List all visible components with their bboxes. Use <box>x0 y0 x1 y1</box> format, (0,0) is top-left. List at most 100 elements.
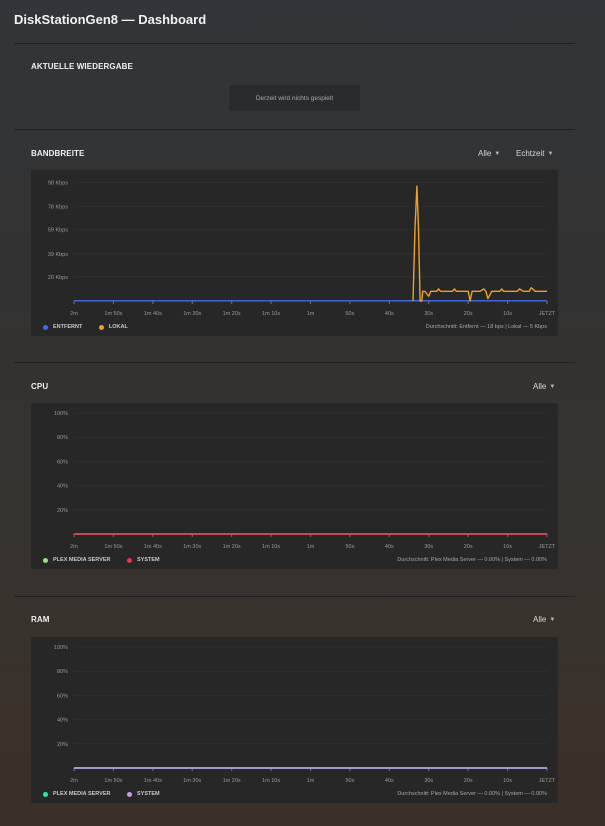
x-tick-label: 1m 20s <box>223 778 241 784</box>
legend-item-plex-media-server[interactable]: PLEX MEDIA SERVER <box>43 557 110 563</box>
x-tick-label: 50s <box>345 311 354 317</box>
ram-chart-panel: 100% 80% 60% 40% 20% 2m 1m 50s 1m 40s 1m 30s 1m 2… <box>31 637 558 803</box>
x-tick-label: 10s <box>503 778 512 784</box>
legend-label: SYSTEM <box>137 557 160 563</box>
legend-label: ENTFERNT <box>53 324 83 330</box>
x-tick-label: 20s <box>464 778 473 784</box>
x-tick-label: 1m 10s <box>262 311 280 317</box>
x-tick-label: 30s <box>424 778 433 784</box>
legend-label: PLEX MEDIA SERVER <box>53 557 111 563</box>
y-tick-label: 80% <box>57 669 68 675</box>
x-tick-label: 40s <box>385 544 394 550</box>
x-tick-label: 1m 40s <box>144 778 162 784</box>
y-tick-label: 59 Kbps <box>48 228 68 234</box>
x-tick-label: 1m 50s <box>104 311 122 317</box>
cpu-chart: 100% 80% 60% 40% 20% 2m 1m 50s 1m 40s 1m 30s 1m 2… <box>31 403 558 569</box>
legend-label: SYSTEM <box>137 791 160 797</box>
x-tick-label: 2m <box>70 778 78 784</box>
chart-background <box>31 637 558 803</box>
legend-label: PLEX MEDIA SERVER <box>53 791 111 797</box>
legend-dot-icon <box>43 324 48 330</box>
x-tick-label: 2m <box>70 311 78 317</box>
legend-label: LOKAL <box>108 324 128 330</box>
y-tick-label: 80% <box>57 435 68 441</box>
section-divider <box>14 129 575 130</box>
x-tick-label: 2m <box>70 544 78 550</box>
x-tick-label: 30s <box>424 311 433 317</box>
caret-down-icon: ▼ <box>549 617 556 623</box>
bandwidth-legend: ENTFERNT LOKAL <box>43 324 143 332</box>
bandwidth-filter-dropdown[interactable]: Alle ▼ <box>478 149 500 158</box>
x-tick-label: 1m 50s <box>104 778 122 784</box>
ram-chart: 100% 80% 60% 40% 20% 2m 1m 50s 1m 40s 1m 30s 1m 2… <box>31 637 558 803</box>
y-tick-label: 60% <box>57 459 68 465</box>
y-tick-label: 20% <box>57 742 68 748</box>
legend-item-system[interactable]: SYSTEM <box>127 557 160 563</box>
x-tick-label: 1m 20s <box>223 544 241 550</box>
y-tick-label: 20 Kbps <box>48 275 68 281</box>
legend-item-system[interactable]: SYSTEM <box>127 791 160 797</box>
legend-item-entfernt[interactable]: ENTFERNT <box>43 324 82 330</box>
legend-dot-icon <box>43 557 48 563</box>
x-tick-label: 30s <box>424 544 433 550</box>
x-tick-label: 10s <box>503 311 512 317</box>
chart-background <box>31 170 558 336</box>
caret-down-icon: ▼ <box>494 151 501 157</box>
x-tick-label: 1m 40s <box>144 544 162 550</box>
section-divider <box>14 596 575 597</box>
x-tick-label: 1m 20s <box>223 311 241 317</box>
chart-background <box>31 403 558 569</box>
x-tick-label: 1m 50s <box>104 544 122 550</box>
series-line-2 <box>412 185 547 302</box>
legend-item-plex-media-server[interactable]: PLEX MEDIA SERVER <box>43 791 110 797</box>
x-tick-label: 1m 10s <box>262 544 280 550</box>
x-tick-label: JETZT <box>539 778 556 784</box>
section-divider <box>14 362 575 363</box>
cpu-filter-dropdown[interactable]: Alle ▼ <box>533 382 555 391</box>
header-divider <box>14 43 575 44</box>
y-tick-label: 20% <box>57 508 68 514</box>
y-tick-label: 39 Kbps <box>48 252 68 258</box>
y-tick-label: 40% <box>57 484 68 490</box>
y-tick-label: 100% <box>54 645 68 651</box>
x-tick-label: 1m <box>307 311 315 317</box>
now-playing-empty-message: Derzeit wird nichts gespielt <box>229 85 360 111</box>
ram-title: RAM <box>31 615 50 624</box>
x-tick-label: 20s <box>464 311 473 317</box>
x-tick-label: 1m 30s <box>183 311 201 317</box>
cpu-chart-panel: 100% 80% 60% 40% 20% 2m 1m 50s 1m 40s 1m 30s 1m 2… <box>31 403 558 569</box>
x-tick-label: 1m 40s <box>144 311 162 317</box>
ram-filter-dropdown[interactable]: Alle ▼ <box>533 615 555 624</box>
caret-down-icon: ▼ <box>549 384 556 390</box>
y-tick-label: 60% <box>57 693 68 699</box>
bandwidth-average: Durchschnitt: Entfernt — 18 bps | Lokal … <box>425 324 547 330</box>
cpu-legend: PLEX MEDIA SERVER SYSTEM <box>43 557 175 565</box>
bandwidth-period-dropdown[interactable]: Echtzeit ▼ <box>516 149 553 158</box>
x-tick-label: 50s <box>345 778 354 784</box>
now-playing-title: AKTUELLE WIEDERGABE <box>31 62 133 71</box>
x-tick-label: 40s <box>385 311 394 317</box>
x-tick-label: JETZT <box>539 311 556 317</box>
ram-average: Durchschnitt: Plex Media Server — 0.00% … <box>397 791 547 797</box>
y-tick-label: 100% <box>54 411 68 417</box>
legend-dot-icon <box>127 791 132 797</box>
y-tick-label: 78 Kbps <box>48 205 68 211</box>
cpu-title: CPU <box>31 382 49 391</box>
x-tick-label: 1m 30s <box>183 778 201 784</box>
bandwidth-chart: 98 Kbps 78 Kbps 59 Kbps 39 Kbps 20 Kbps 2m 1m … <box>31 170 558 336</box>
x-tick-label: 50s <box>345 544 354 550</box>
caret-down-icon: ▼ <box>547 151 554 157</box>
x-tick-label: 1m 30s <box>183 544 201 550</box>
page-title: DiskStationGen8 — Dashboard <box>14 12 207 27</box>
x-tick-label: 40s <box>385 778 394 784</box>
dropdown-label: Echtzeit <box>516 149 545 158</box>
x-tick-label: 1m <box>307 544 315 550</box>
bandwidth-chart-panel: 98 Kbps 78 Kbps 59 Kbps 39 Kbps 20 Kbps 2m 1m … <box>31 170 558 336</box>
dropdown-label: Alle <box>478 149 492 158</box>
x-tick-label: 1m 10s <box>262 778 280 784</box>
dropdown-label: Alle <box>533 615 547 624</box>
x-tick-label: JETZT <box>539 544 556 550</box>
legend-dot-icon <box>98 324 104 330</box>
y-tick-label: 98 Kbps <box>48 180 68 186</box>
legend-item-lokal[interactable]: LOKAL <box>98 324 128 330</box>
